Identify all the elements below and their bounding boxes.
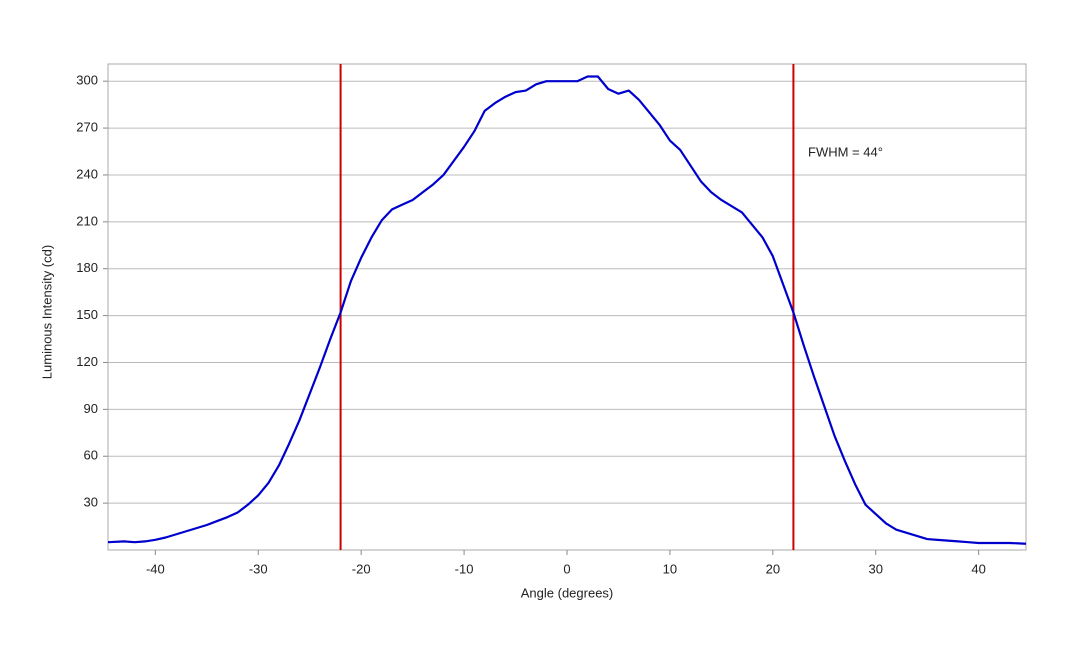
x-tick-label: 10 — [663, 561, 677, 576]
y-tick-label: 30 — [84, 495, 98, 510]
y-tick-label: 90 — [84, 401, 98, 416]
x-tick-label: 30 — [869, 561, 883, 576]
y-tick-label: 300 — [76, 73, 98, 88]
x-tick-label: -20 — [352, 561, 371, 576]
y-tick-label: 150 — [76, 307, 98, 322]
x-axis-label: Angle (degrees) — [521, 585, 614, 600]
x-tick-label: -40 — [146, 561, 165, 576]
y-tick-label: 270 — [76, 120, 98, 135]
annotation: FWHM = 44° — [808, 144, 883, 159]
x-tick-label: -10 — [455, 561, 474, 576]
y-axis-label: Luminous Intensity (cd) — [39, 245, 54, 379]
x-tick-label: 40 — [971, 561, 985, 576]
y-tick-label: 180 — [76, 260, 98, 275]
y-tick-label: 240 — [76, 166, 98, 181]
plot-frame — [107, 63, 1027, 551]
y-tick-label: 120 — [76, 354, 98, 369]
y-tick-label: 210 — [76, 213, 98, 228]
data-line — [107, 75, 1027, 545]
x-tick-label: 20 — [766, 561, 780, 576]
x-tick-label: -30 — [249, 561, 268, 576]
y-tick-label: 60 — [84, 448, 98, 463]
x-tick-label: 0 — [563, 561, 570, 576]
